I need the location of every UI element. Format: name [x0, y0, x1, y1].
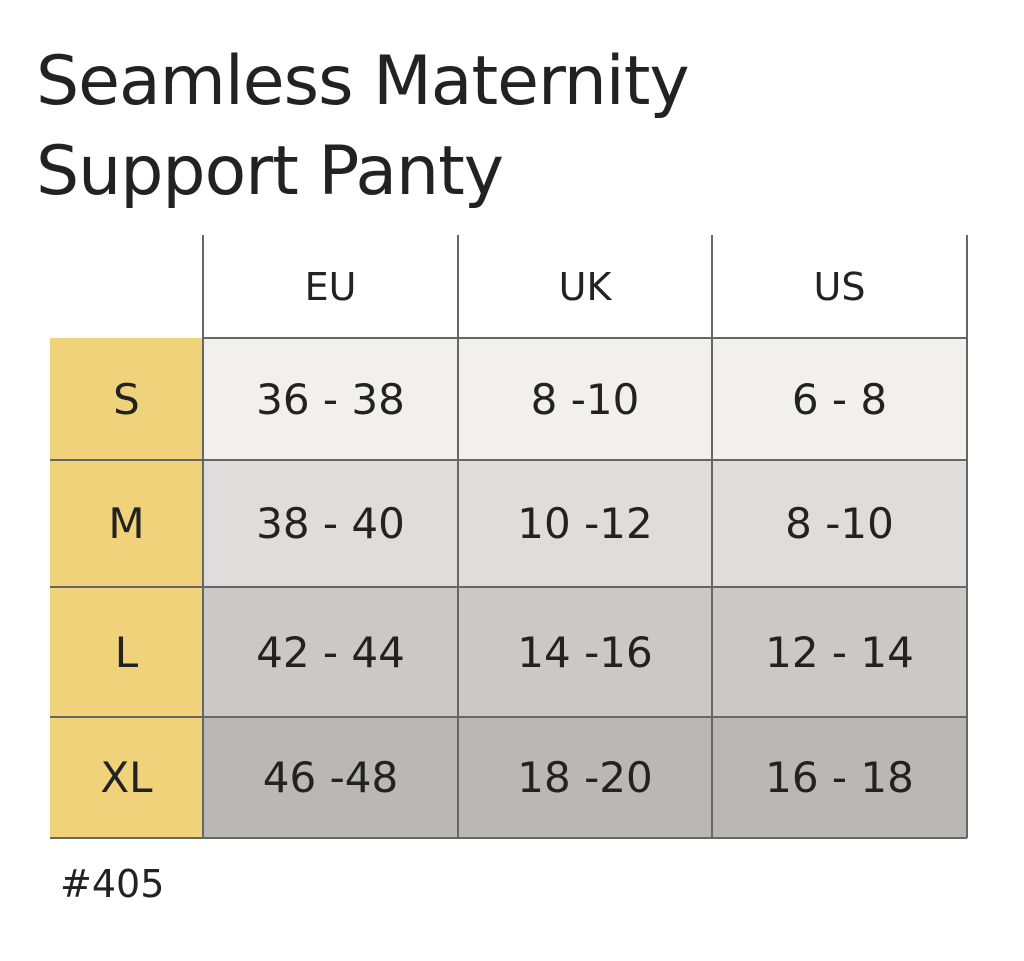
column-header: UK: [558, 264, 612, 309]
size-value: 8 -10: [458, 338, 712, 460]
title-line: Seamless Maternity: [36, 42, 690, 121]
size-value: 12 - 14: [712, 587, 967, 717]
size-label: S: [50, 338, 203, 460]
size-value: 42 - 44: [203, 587, 458, 717]
column-header: US: [813, 264, 866, 309]
grid-line: [711, 235, 713, 838]
size-value: 38 - 40: [203, 460, 458, 587]
column-header: EU: [304, 264, 357, 309]
grid-line: [50, 586, 967, 588]
product-code: #405: [60, 862, 165, 906]
grid-line: [50, 837, 967, 839]
grid-line: [966, 235, 968, 838]
grid-line: [457, 235, 459, 838]
size-value: 6 - 8: [712, 338, 967, 460]
grid-line: [50, 716, 967, 718]
grid-line: [203, 337, 967, 339]
size-value: 16 - 18: [712, 717, 967, 838]
size-value: 8 -10: [712, 460, 967, 587]
size-value: 10 -12: [458, 460, 712, 587]
size-label: L: [50, 587, 203, 717]
size-value: 18 -20: [458, 717, 712, 838]
size-label: M: [50, 460, 203, 587]
grid-line: [50, 459, 967, 461]
size-value: 36 - 38: [203, 338, 458, 460]
size-value: 14 -16: [458, 587, 712, 717]
size-label: XL: [50, 717, 203, 838]
title-line: Support Panty: [36, 132, 504, 211]
grid-line: [202, 235, 204, 838]
size-value: 46 -48: [203, 717, 458, 838]
